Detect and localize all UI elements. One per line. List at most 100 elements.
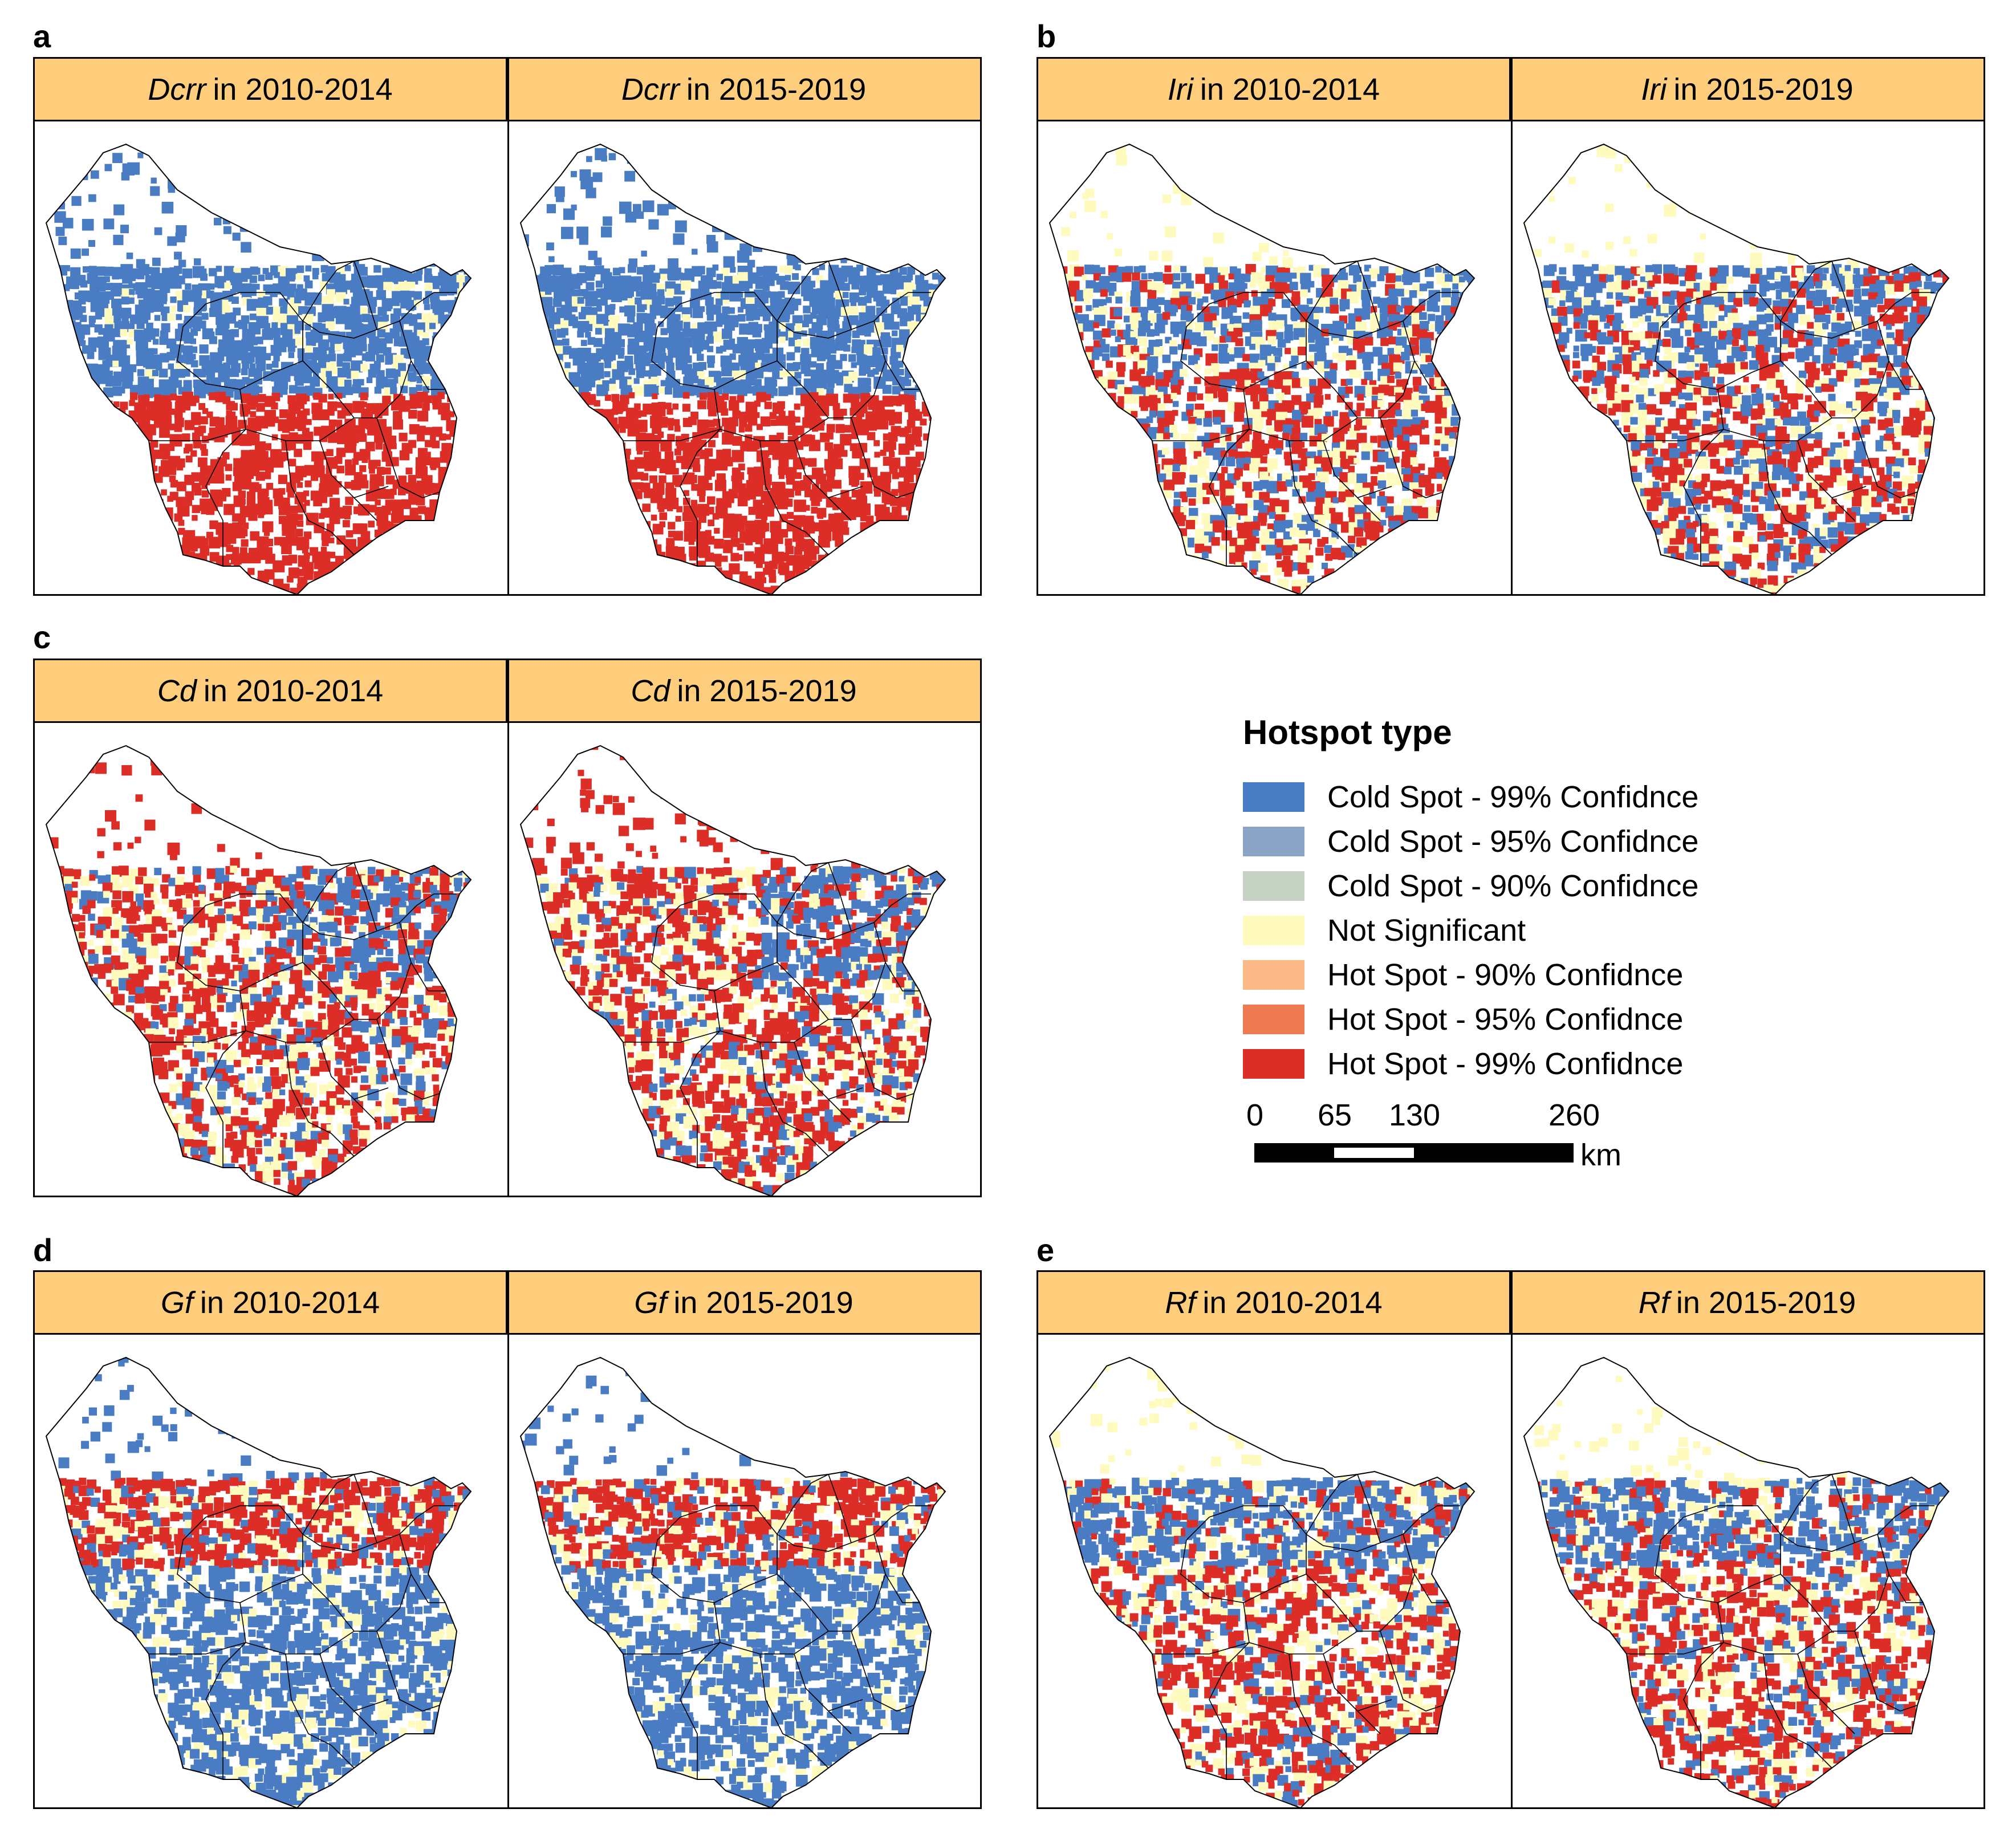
hotspot-cell — [554, 436, 560, 442]
hotspot-cell — [681, 568, 690, 578]
district-border — [777, 320, 875, 339]
hotspot-cell — [1076, 404, 1082, 410]
hotspot-cell — [1403, 400, 1413, 409]
hotspot-cell — [193, 571, 199, 578]
hotspot-cell — [936, 418, 945, 429]
hotspot-cell — [674, 481, 681, 487]
hotspot-cell — [724, 500, 732, 508]
hotspot-cell — [430, 464, 437, 470]
hotspot-cell — [288, 283, 296, 292]
hotspot-cell — [778, 466, 787, 475]
hotspot-cell — [96, 561, 105, 570]
hotspot-cell — [409, 424, 420, 434]
hotspot-cell — [835, 547, 848, 559]
hotspot-cell — [417, 506, 426, 514]
hotspot-cell — [636, 448, 643, 455]
hotspot-cell — [361, 401, 367, 408]
hotspot-cell — [271, 322, 278, 329]
hotspot-cell — [1377, 393, 1384, 400]
hotspot-cell — [358, 428, 365, 435]
hotspot-cell — [521, 291, 527, 303]
district-border — [399, 320, 445, 390]
hotspot-cell — [185, 571, 196, 581]
hotspot-cell — [279, 456, 286, 462]
hotspot-cell — [571, 306, 578, 312]
hotspot-cell — [183, 320, 192, 329]
hotspot-cell — [538, 591, 545, 594]
hotspot-cell — [154, 315, 161, 321]
hotspot-cell — [278, 474, 288, 484]
hotspot-cell — [296, 569, 304, 576]
hotspot-cell — [176, 555, 185, 564]
hotspot-cell — [892, 472, 899, 479]
hotspot-cell — [105, 587, 116, 594]
hotspot-cell — [66, 514, 72, 521]
hotspot-cell — [1348, 409, 1355, 417]
hotspot-cell — [938, 411, 944, 417]
hotspot-cell — [424, 530, 432, 538]
hotspot-cell — [682, 404, 690, 412]
hotspot-cell — [373, 460, 381, 467]
hotspot-cell — [1253, 401, 1261, 409]
hotspot-cell — [609, 353, 616, 361]
hotspot-cell — [230, 312, 237, 318]
hotspot-cell — [407, 546, 415, 554]
hotspot-cell — [578, 481, 587, 490]
hotspot-cell — [811, 579, 820, 588]
hotspot-cell — [282, 329, 293, 340]
hotspot-cell — [755, 281, 763, 289]
hotspot-cell — [716, 152, 726, 161]
hotspot-cells — [1050, 144, 1474, 594]
hotspot-cell — [840, 275, 848, 282]
hotspot-cell — [46, 554, 48, 561]
hotspot-cell — [826, 331, 835, 340]
hotspot-cell — [104, 433, 117, 446]
hotspot-cell — [922, 587, 934, 594]
hotspot-cell — [1234, 411, 1245, 422]
hotspot-cell — [760, 577, 766, 583]
hotspot-cell — [1314, 386, 1323, 395]
hotspot-cell — [938, 346, 945, 356]
hotspot-cell — [374, 410, 383, 418]
hotspot-cell — [326, 289, 335, 298]
hotspot-cell — [479, 284, 485, 290]
hotspot-cell — [1324, 394, 1331, 400]
hotspot-cell — [698, 578, 708, 587]
hotspot-cell — [874, 490, 881, 497]
hotspot-cell — [376, 370, 385, 379]
hotspot-cell — [1164, 265, 1172, 273]
hotspot-cell — [612, 560, 625, 574]
hotspot-cell — [474, 388, 486, 400]
hotspot-cell — [352, 458, 359, 465]
hotspot-cell — [890, 288, 897, 295]
hotspot-cell — [779, 371, 787, 378]
hotspot-cell — [97, 466, 103, 472]
hotspot-cell — [472, 258, 481, 267]
hotspot-cell — [114, 538, 121, 545]
hotspot-cell — [852, 585, 859, 592]
hotspot-cell — [65, 144, 72, 147]
hotspot-cell — [818, 172, 828, 181]
hotspot-cell — [691, 483, 698, 491]
hotspot-cell — [864, 546, 872, 554]
hotspot-cell — [1244, 169, 1257, 182]
hotspot-cell — [680, 273, 690, 283]
hotspot-cell — [643, 370, 649, 377]
hotspot-cell — [772, 202, 778, 208]
hotspot-cell — [1276, 320, 1285, 329]
hotspot-cell — [112, 552, 120, 560]
hotspot-cell — [633, 204, 641, 213]
hotspot-cell — [470, 368, 471, 379]
hotspot-cell — [601, 299, 608, 306]
hotspot-cell — [457, 425, 470, 438]
hotspot-cell — [691, 499, 698, 506]
hotspot-cell — [760, 306, 770, 315]
hotspot-cell — [908, 560, 916, 568]
hotspot-cell — [1395, 321, 1401, 327]
hotspot-cell — [168, 363, 174, 369]
hotspot-cell — [1333, 289, 1342, 298]
hotspot-cell — [282, 186, 289, 193]
hotspot-cell — [521, 371, 525, 380]
hotspot-cell — [656, 296, 665, 304]
hotspot-cell — [729, 400, 739, 411]
